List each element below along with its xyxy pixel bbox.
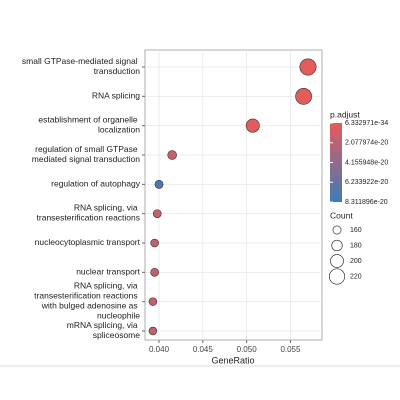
colorbar-label: 6.233922e-20 xyxy=(345,179,388,186)
label-line: transesterification reactions xyxy=(37,213,140,223)
dot xyxy=(245,118,260,133)
size-label: 200 xyxy=(350,258,362,265)
size-key xyxy=(330,254,344,268)
label-line: nuclear transport xyxy=(76,267,140,277)
size-label: 220 xyxy=(350,273,362,280)
dot xyxy=(154,179,164,189)
y-tick-label: small GTPase-mediated signal transductio… xyxy=(22,56,140,76)
label-line: transesterification reactions xyxy=(34,291,140,301)
label-line: RNA splicing, via xyxy=(74,203,140,213)
label-line: nucleocytoplasmic transport xyxy=(35,237,141,247)
size-label: 180 xyxy=(350,242,362,249)
size-legend-title: Count xyxy=(330,210,353,220)
label-line: mediated signal transduction xyxy=(32,154,140,164)
label-line: small GTPase-mediated signal xyxy=(22,56,140,66)
x-tick-label: 0.045 xyxy=(193,345,214,354)
x-tick-label: 0.050 xyxy=(237,345,258,354)
panel xyxy=(144,49,323,341)
x-tick-label: 0.040 xyxy=(149,345,170,354)
label-line: regulation of small GTPase xyxy=(35,144,140,154)
label-line: RNA splicing xyxy=(92,91,140,101)
size-key xyxy=(332,225,342,235)
dot xyxy=(148,326,158,336)
colorbar-label: 2.077974e-20 xyxy=(345,140,388,147)
colorbar-label: 8.311896e-20 xyxy=(345,199,388,206)
label-line: localization xyxy=(98,125,140,135)
dot xyxy=(152,209,162,219)
y-tick-label: establishment of organelle localization xyxy=(38,115,140,135)
y-tick-label: RNA splicing xyxy=(92,91,140,101)
y-tick-label: mRNA splicing, via spliceosome xyxy=(67,320,140,340)
size-key xyxy=(331,239,343,252)
colorbar-label: 4.155948e-20 xyxy=(345,159,388,166)
label-line: RNA splicing, via xyxy=(74,281,140,291)
size-key xyxy=(328,268,346,285)
color-legend-title: p.adjust xyxy=(330,109,360,119)
label-line: mRNA splicing, via xyxy=(67,320,140,330)
size-label: 160 xyxy=(350,227,362,234)
x-axis-title: GeneRatio xyxy=(211,355,254,365)
y-tick-label: regulation of autophagy xyxy=(51,179,141,189)
dot xyxy=(295,87,312,105)
dot xyxy=(148,297,158,306)
dot xyxy=(150,238,159,248)
dot xyxy=(167,150,177,160)
x-tick-label: 0.055 xyxy=(280,345,301,354)
y-tick-label: nuclear transport xyxy=(76,267,140,277)
label-line: transduction xyxy=(94,66,141,76)
dot xyxy=(150,268,159,277)
y-tick-label: RNA splicing, via transesterification re… xyxy=(34,281,140,321)
y-tick-label: nucleocytoplasmic transport xyxy=(35,237,141,247)
dot xyxy=(299,58,317,76)
colorbar-label: 6.332971e-34 xyxy=(345,120,388,127)
label-line: establishment of organelle xyxy=(38,115,140,125)
y-tick-label: regulation of small GTPase mediated sign… xyxy=(32,144,140,164)
y-tick-label: RNA splicing, via transesterification re… xyxy=(37,203,140,223)
label-line: nucleophile xyxy=(97,311,140,321)
label-line: spliceosome xyxy=(93,330,141,340)
label-line: regulation of autophagy xyxy=(51,179,141,189)
label-line: with bulged adenosine as xyxy=(41,301,140,311)
